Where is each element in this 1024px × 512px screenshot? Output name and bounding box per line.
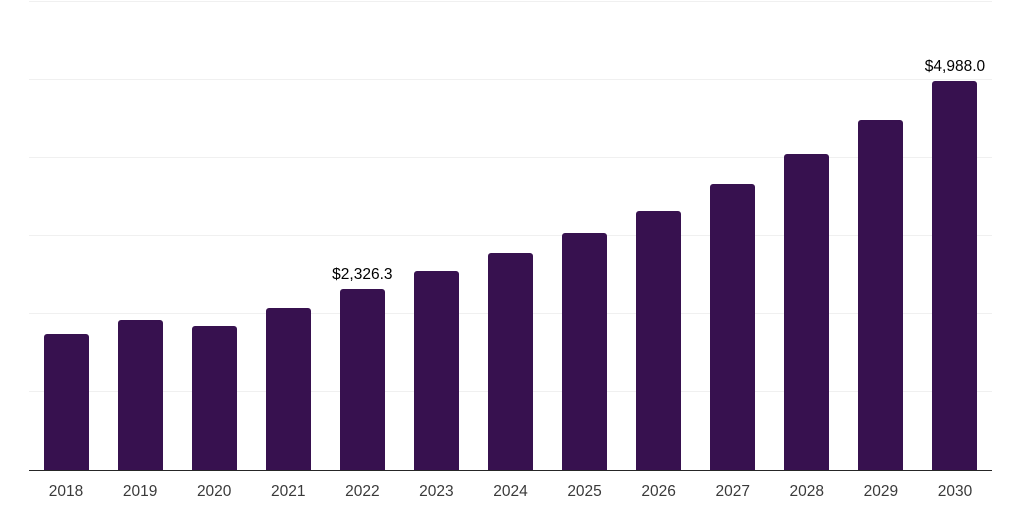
bar-2026	[636, 210, 682, 470]
bar-2029	[858, 119, 904, 470]
x-tick-2019: 2019	[122, 483, 158, 500]
x-tick-2025: 2025	[567, 483, 602, 500]
bar-2020	[191, 326, 237, 470]
x-tick-2029: 2029	[863, 483, 899, 500]
gridline-4000	[29, 157, 992, 158]
x-tick-2026: 2026	[641, 483, 676, 500]
gridline-6000	[29, 1, 992, 2]
bar-2028	[784, 153, 830, 470]
x-tick-2020: 2020	[196, 483, 232, 500]
value-label-2022: $2,326.3	[332, 265, 393, 283]
bar-2021	[265, 308, 311, 470]
bar-2024	[488, 253, 533, 470]
bar-2019	[117, 320, 163, 470]
bar-2027	[710, 183, 756, 470]
bar-2023	[413, 271, 459, 470]
x-tick-2024: 2024	[493, 483, 528, 500]
x-tick-2027: 2027	[715, 483, 750, 500]
bar-2018	[43, 334, 89, 470]
plot-area: $2,326.3 $4,988.0	[29, 1, 992, 471]
x-tick-2030: 2030	[937, 483, 973, 500]
x-tick-2018: 2018	[48, 483, 84, 500]
bar-2030	[932, 80, 978, 470]
x-tick-2022: 2022	[345, 483, 380, 500]
x-tick-2021: 2021	[271, 483, 306, 500]
gridline-5000	[29, 79, 992, 80]
bar-2025	[562, 233, 608, 470]
x-tick-2028: 2028	[789, 483, 825, 500]
value-label-2030: $4,988.0	[924, 57, 986, 75]
gridline-3000	[29, 235, 992, 236]
x-tick-2023: 2023	[419, 483, 454, 500]
bar-2022	[339, 288, 385, 470]
